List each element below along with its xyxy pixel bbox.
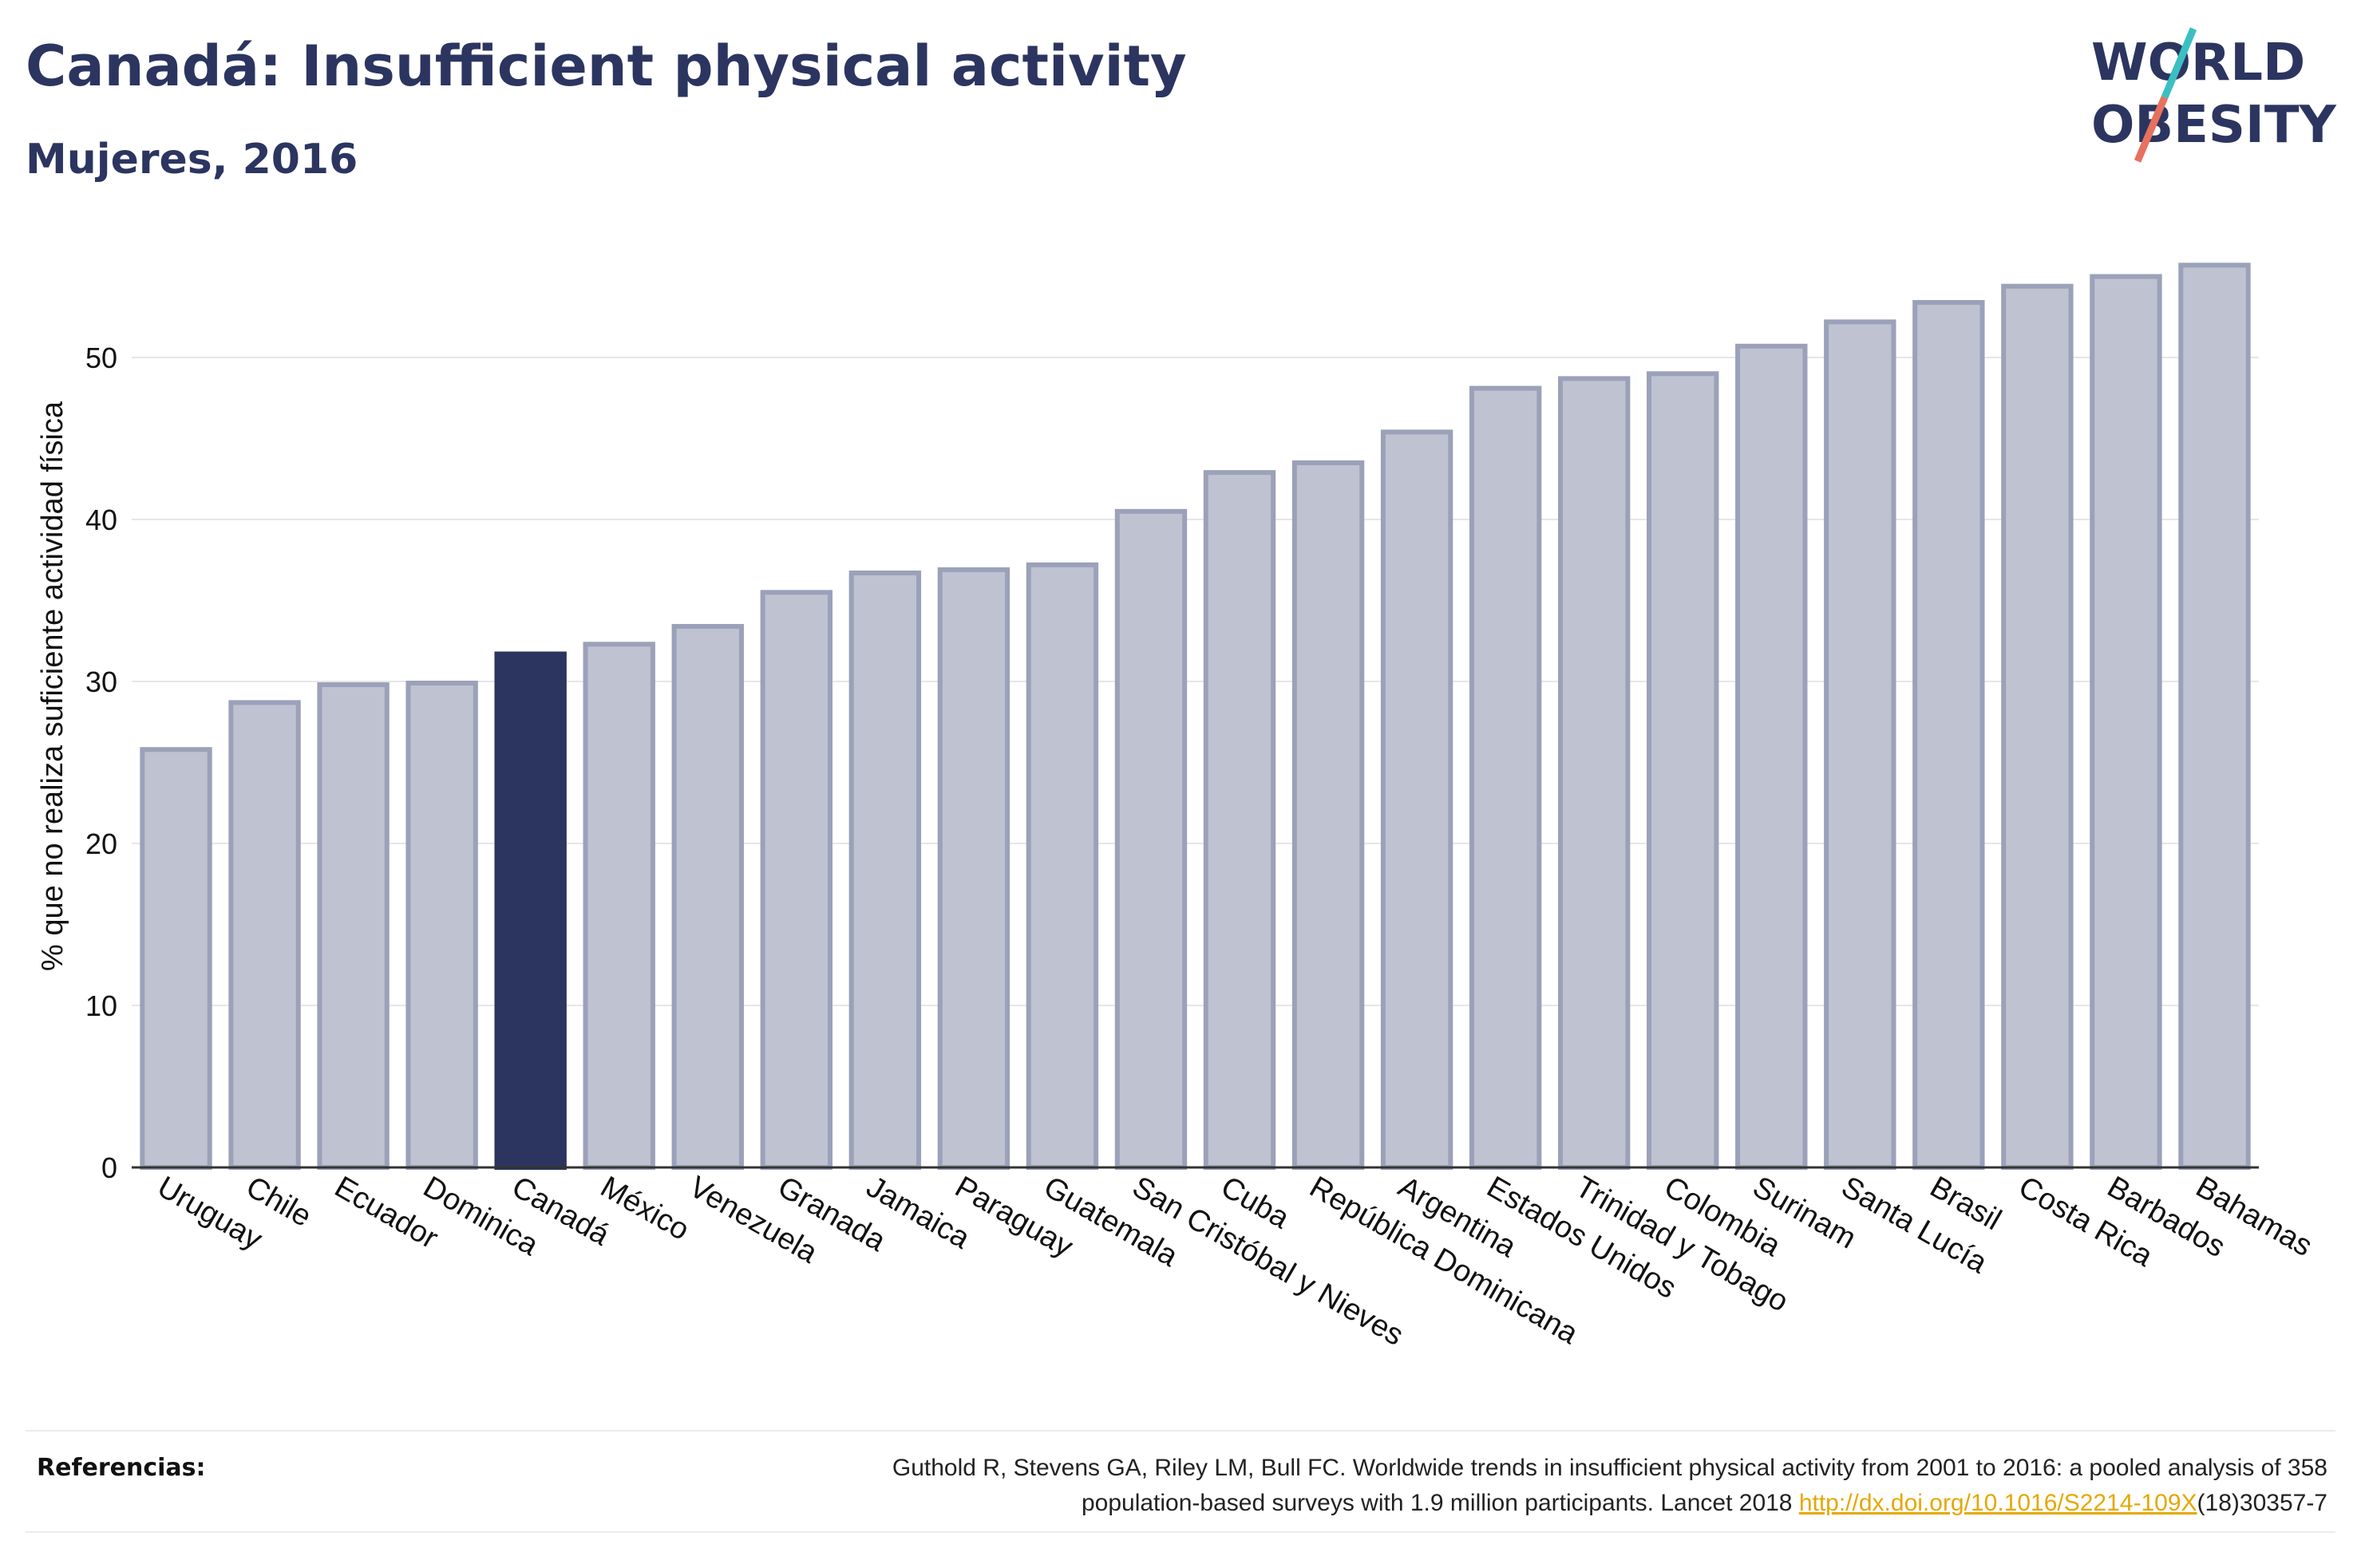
y-axis-label: % que no realiza suficiente actividad fí…: [36, 401, 69, 971]
bar-jamaica: [848, 570, 922, 1170]
bar-argentina: [1380, 429, 1453, 1170]
logo-slash-teal-icon: [2161, 27, 2197, 99]
references-text: Guthold R, Stevens GA, Riley LM, Bull FC…: [571, 1451, 2327, 1521]
bar-uruguay: [140, 747, 212, 1170]
grid-layer: [132, 357, 2259, 1006]
axis-layer: 0 10 20 30 40 50: [85, 342, 2259, 1184]
bar-guatemala: [1026, 562, 1099, 1170]
logo-line1: WORLD: [2091, 34, 2305, 93]
logo-line2: OBESITY: [2091, 96, 2336, 155]
bar-venezuela: [671, 623, 744, 1170]
bar-ecuador: [317, 682, 390, 1170]
bar-trinidad-y-tobago: [1557, 376, 1631, 1170]
bar-brasil: [1912, 299, 1985, 1171]
bars-layer: [140, 263, 2251, 1171]
references-line1: Guthold R, Stevens GA, Riley LM, Bull FC…: [892, 1455, 2327, 1481]
bar-costa-rica: [2001, 283, 2074, 1170]
y-tick-label: 20: [85, 827, 117, 860]
bar-república-dominicana: [1291, 460, 1365, 1170]
page-title: Canadá: Insufficient physical activity: [26, 34, 1187, 99]
bar-canadá: [494, 651, 567, 1170]
bar-chile: [228, 700, 301, 1170]
doi-link[interactable]: http://dx.doi.org/10.1016/S2214-109X: [1798, 1490, 2197, 1516]
bar-cuba: [1203, 470, 1276, 1170]
y-tick-label: 10: [85, 989, 117, 1022]
references-label: Referencias:: [37, 1454, 206, 1482]
bar-méxico: [583, 642, 655, 1170]
y-tick-label: 40: [85, 504, 117, 536]
bar-colombia: [1647, 371, 1719, 1170]
bar-estados-unidos: [1469, 385, 1542, 1170]
y-tick-label: 50: [85, 342, 117, 374]
world-obesity-logo: WORLD OBESITY: [2091, 27, 2336, 163]
bar-dominica: [405, 681, 478, 1170]
bar-surinam: [1735, 343, 1808, 1170]
page-subtitle: Mujeres, 2016: [26, 136, 358, 184]
y-tick-label: 0: [101, 1151, 117, 1184]
bar-barbados: [2090, 274, 2162, 1170]
bar-bahamas: [2178, 263, 2251, 1170]
references-line2-before: population-based surveys with 1.9 millio…: [1081, 1490, 1799, 1516]
references-section: Referencias: Guthold R, Stevens GA, Rile…: [26, 1430, 2335, 1533]
y-tick-label: 30: [85, 666, 117, 698]
bar-paraguay: [937, 567, 1010, 1170]
references-line2-after: (18)30357-7: [2197, 1490, 2327, 1516]
x-tick-label: México: [595, 1170, 694, 1247]
bar-granada: [760, 590, 833, 1170]
bar-san-cristóbal-y-nieves: [1114, 508, 1188, 1170]
bar-santa-lucía: [1824, 319, 1896, 1171]
logo-slash-coral-icon: [2134, 96, 2169, 163]
